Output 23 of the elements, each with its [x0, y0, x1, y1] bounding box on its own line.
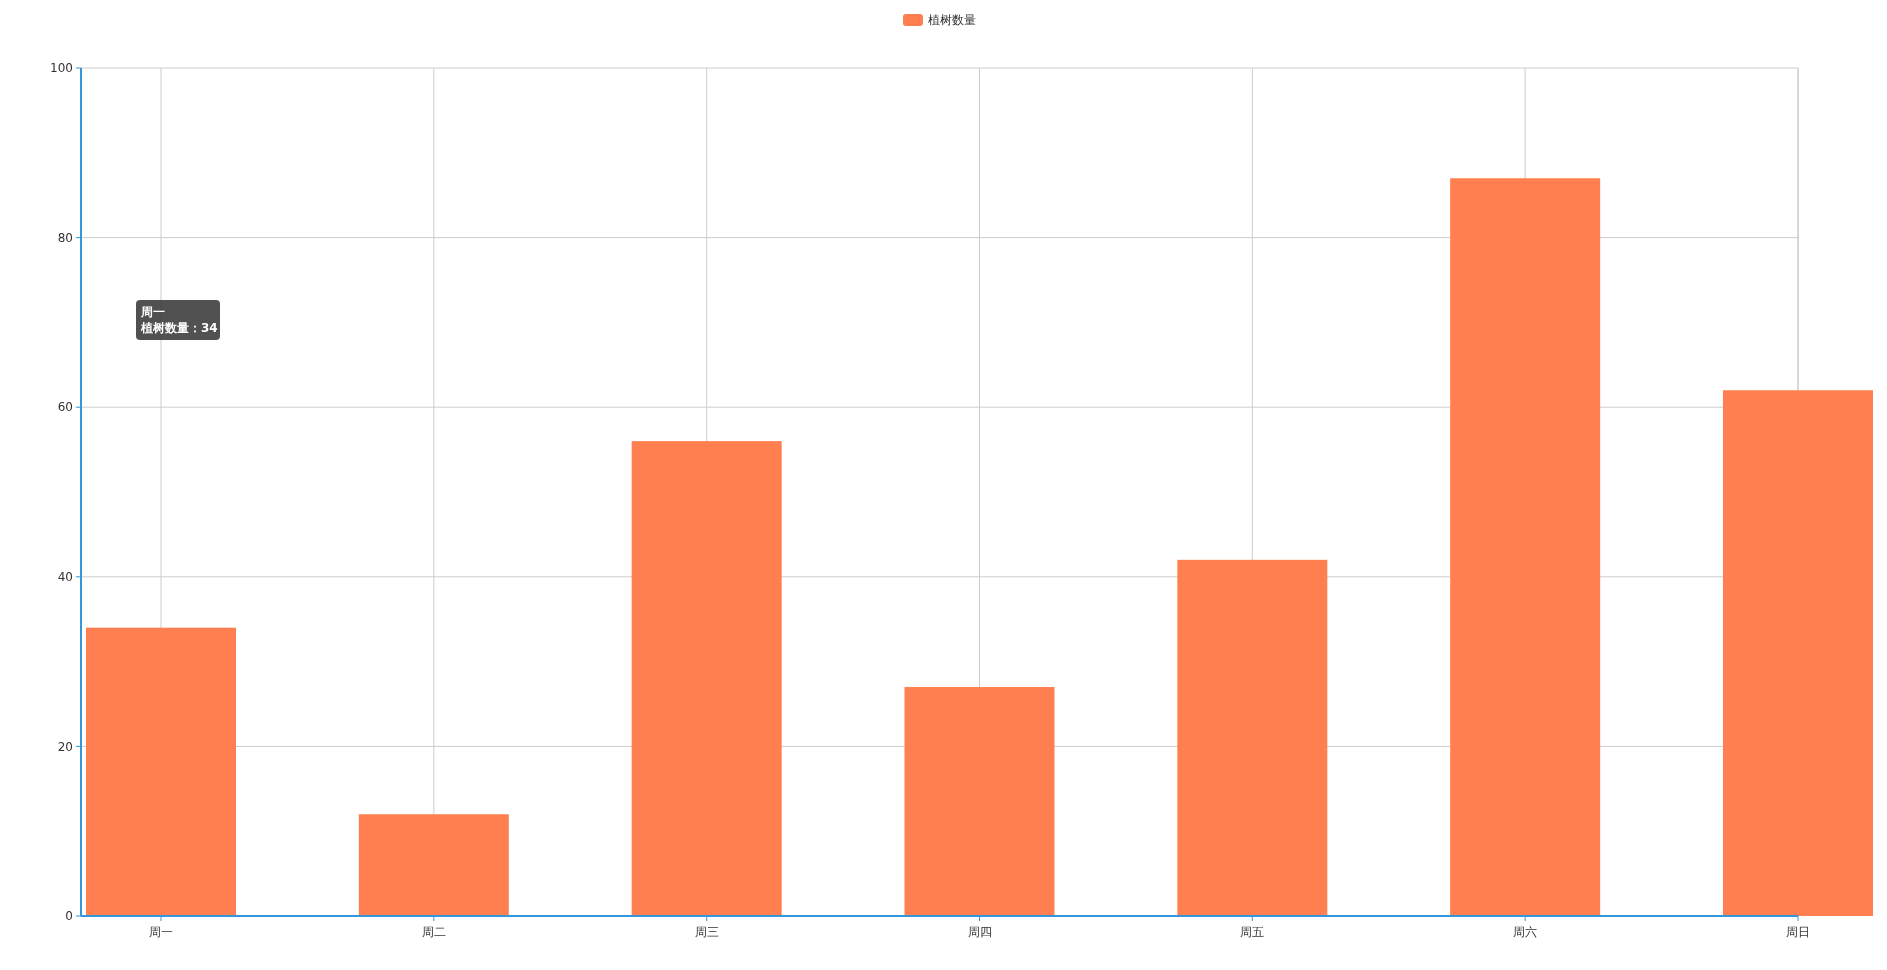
y-tick-label: 60: [57, 400, 73, 415]
bar: [358, 814, 509, 916]
annotation: 周一: [140, 305, 165, 319]
annotation: 植树数量：34: [140, 321, 218, 335]
y-tick-label: 40: [57, 570, 73, 584]
legend-label: 植树数量: [928, 13, 976, 28]
bar: [1450, 178, 1601, 916]
bar: [904, 687, 1055, 916]
x-tick-label: 周一: [149, 925, 173, 939]
bar: [1177, 559, 1328, 916]
x-tick-label: 周四: [967, 925, 992, 939]
x-tick-label: 周五: [1240, 925, 1265, 939]
x-tick-label: 周三: [694, 925, 719, 939]
x-tick-label: 周日: [1786, 925, 1810, 939]
x-tick-label: 周二: [421, 925, 446, 939]
bar: [631, 441, 782, 916]
x-tick-label: 周六: [1513, 925, 1538, 939]
y-tick-label: 80: [57, 230, 73, 245]
y-tick-label: 20: [57, 739, 73, 754]
bar: [1723, 390, 1873, 916]
bar: [86, 627, 236, 916]
y-tick-label: 100: [50, 61, 73, 76]
y-tick-label: 0: [65, 909, 73, 924]
